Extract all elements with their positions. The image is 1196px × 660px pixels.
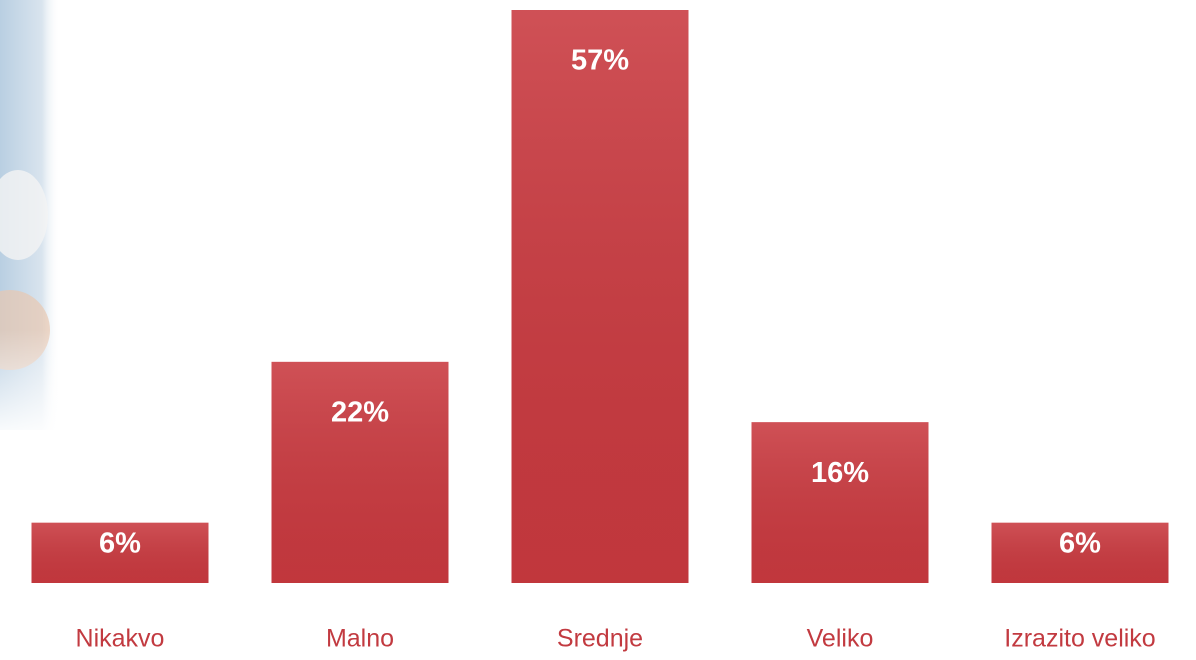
page: 6% Nikakvo 22% Malno 57% Srednje 16% Veliko 6% Iz…: [0, 0, 1196, 660]
x-tick-label: Veliko: [807, 625, 874, 653]
x-tick-label: Srednje: [557, 625, 643, 653]
x-tick-label: Nikakvo: [76, 625, 165, 653]
value-label: 16%: [811, 457, 869, 489]
bar: [752, 422, 929, 583]
value-label: 22%: [331, 396, 389, 428]
value-label: 57%: [571, 45, 629, 77]
bar: [272, 362, 449, 583]
x-tick-label: Malno: [326, 625, 394, 653]
x-tick-label: Izrazito veliko: [1004, 625, 1155, 653]
bar: [512, 10, 689, 583]
background-photo: [0, 0, 70, 440]
value-label: 6%: [99, 528, 141, 560]
plot-area: 6% Nikakvo 22% Malno 57% Srednje 16% Veliko 6% Iz…: [32, 10, 1169, 653]
value-label: 6%: [1059, 528, 1101, 560]
chart: 6% Nikakvo 22% Malno 57% Srednje 16% Veliko 6% Iz…: [0, 0, 1196, 660]
